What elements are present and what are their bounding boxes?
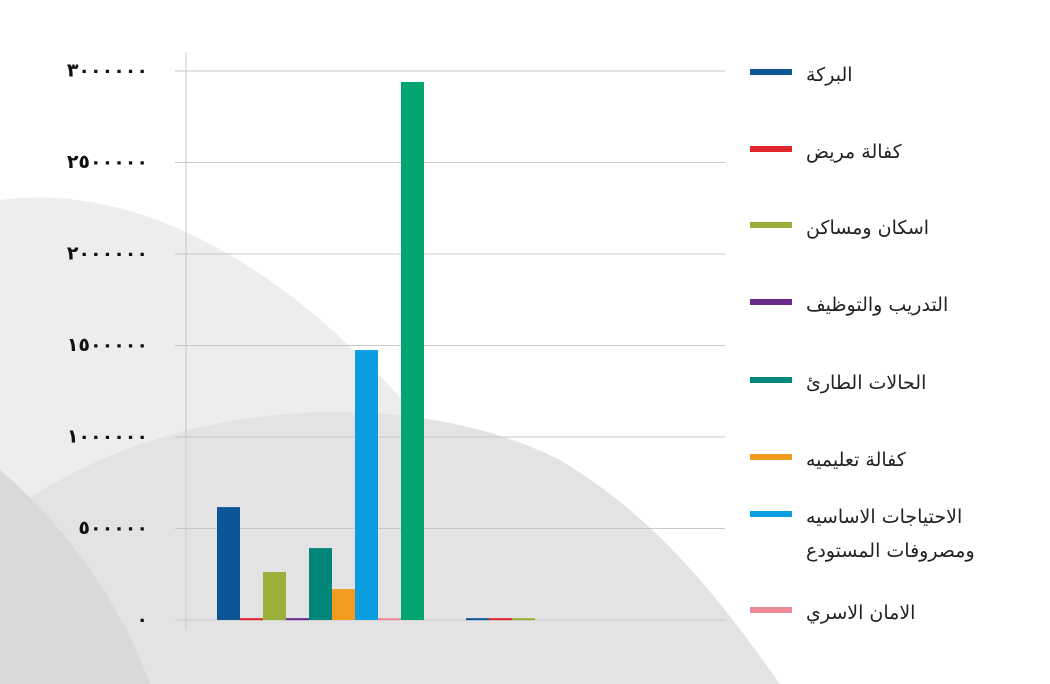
legend-label: الحالات الطارئ <box>806 372 927 394</box>
legend-label: كفالة مريض <box>806 141 902 163</box>
y-tick-label: ١٥٠٠٠٠٠ <box>67 334 148 356</box>
legend-item: التدريب والتوظيف <box>750 288 1021 322</box>
bar <box>332 589 355 620</box>
y-tick-label: ٢٥٠٠٠٠٠ <box>67 151 148 173</box>
bar <box>309 548 332 620</box>
legend-swatch <box>750 146 792 152</box>
legend-label: اسكان ومساكن <box>806 217 930 239</box>
legend-item: البركة <box>750 58 1021 92</box>
legend-item: الاحتياجات الاساسيه ومصروفات المستودع <box>750 500 1021 568</box>
bar <box>263 572 286 620</box>
legend-swatch <box>750 299 792 305</box>
legend-swatch <box>750 69 792 75</box>
y-tick-label: ٠ <box>136 609 148 631</box>
legend-label: البركة <box>806 64 853 86</box>
y-tick-label: ٢٠٠٠٠٠٠ <box>67 243 148 265</box>
legend-label: الامان الاسري <box>806 602 916 624</box>
bar <box>240 618 263 621</box>
bg-shape <box>0 470 150 684</box>
legend-swatch <box>750 377 792 383</box>
background-shapes <box>0 197 780 684</box>
legend-item: كفالة تعليميه <box>750 443 1021 477</box>
legend-swatch <box>750 454 792 460</box>
bar <box>378 618 401 621</box>
bar <box>355 350 378 620</box>
bg-shape <box>0 412 780 684</box>
bar <box>489 618 512 621</box>
y-tick-label: ٣٠٠٠٠٠٠ <box>67 60 148 82</box>
legend-swatch <box>750 511 792 517</box>
legend: البركة كفالة مريض اسكان ومساكن التدريب والت… <box>750 0 1050 684</box>
legend-item: اسكان ومساكن <box>750 211 1021 245</box>
legend-item: الامان الاسري <box>750 596 1021 630</box>
y-tick-label: ٥٠٠٠٠٠ <box>78 517 148 539</box>
bar <box>512 618 535 621</box>
bar <box>401 81 424 621</box>
legend-label: كفالة تعليميه <box>806 449 906 471</box>
legend-swatch <box>750 607 792 613</box>
legend-item: كفالة مريض <box>750 135 1021 169</box>
bar <box>466 618 489 621</box>
bar <box>217 507 240 620</box>
legend-swatch <box>750 222 792 228</box>
legend-item: الحالات الطارئ <box>750 366 1021 400</box>
legend-label: التدريب والتوظيف <box>806 294 949 316</box>
legend-label: الاحتياجات الاساسيه ومصروفات المستودع <box>806 506 975 562</box>
bar <box>286 618 309 621</box>
y-tick-label: ١٠٠٠٠٠٠ <box>67 426 148 448</box>
